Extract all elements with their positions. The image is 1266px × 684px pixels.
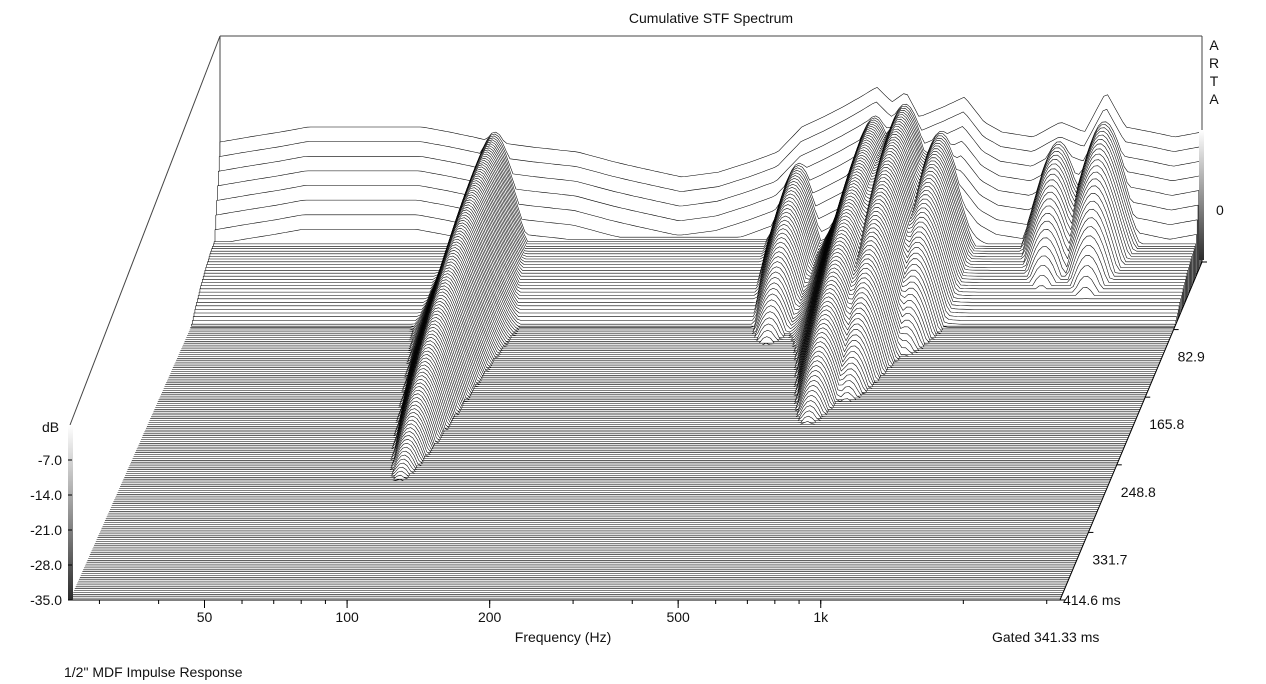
waterfall-slice bbox=[143, 382, 1131, 435]
time-tick-label: 82.9 bbox=[1178, 349, 1205, 365]
waterfall-slice bbox=[152, 343, 1139, 414]
x-axis-label: Frequency (Hz) bbox=[515, 629, 611, 645]
footer-note: 1/2" MDF Impulse Response bbox=[64, 664, 243, 680]
waterfall-slice bbox=[130, 439, 1119, 463]
waterfall-slice bbox=[136, 412, 1124, 450]
y-tick-label: -35.0 bbox=[30, 592, 62, 608]
waterfall-slice bbox=[133, 427, 1121, 457]
waterfall-slice bbox=[135, 419, 1123, 453]
waterfall-slice bbox=[139, 400, 1127, 444]
waterfall-slice bbox=[144, 378, 1131, 433]
waterfall-slice bbox=[123, 474, 1112, 480]
db-gradient-bar bbox=[68, 425, 73, 600]
waterfall-slice bbox=[154, 337, 1141, 410]
waterfall-slice bbox=[125, 466, 1113, 476]
waterfall-slices bbox=[69, 87, 1203, 601]
waterfall-slice bbox=[127, 454, 1115, 470]
y-tick-label: -21.0 bbox=[30, 522, 62, 538]
waterfall-slice bbox=[151, 350, 1138, 418]
waterfall-slice bbox=[147, 364, 1135, 425]
waterfall-slice bbox=[125, 462, 1114, 474]
waterfall-slice bbox=[163, 301, 1150, 389]
waterfall-slice bbox=[146, 368, 1134, 427]
waterfall-slice bbox=[167, 285, 1154, 380]
axes: -7.0 -14.0 -21.0 -28.0 -35.0 50 100 200 500 1k 0 82… bbox=[30, 202, 1224, 625]
waterfall-slice bbox=[162, 304, 1149, 391]
waterfall-slice bbox=[124, 470, 1112, 478]
y-tick-label: -7.0 bbox=[38, 452, 62, 468]
gate-label: Gated 341.33 ms bbox=[992, 629, 1099, 645]
time-tick-label: 248.8 bbox=[1121, 484, 1156, 500]
waterfall-slice bbox=[150, 354, 1137, 419]
waterfall-slice bbox=[160, 313, 1146, 397]
waterfall-slice bbox=[146, 371, 1133, 429]
waterfall-slice bbox=[149, 357, 1136, 421]
arta-letter: A bbox=[1209, 37, 1219, 53]
x-tick-label: 200 bbox=[478, 609, 502, 625]
time-tick-label: 0 bbox=[1216, 202, 1224, 218]
waterfall-slice bbox=[122, 479, 1111, 482]
arta-letter: R bbox=[1209, 55, 1219, 71]
waterfall-slice bbox=[156, 330, 1142, 406]
waterfall-slice bbox=[157, 323, 1144, 402]
waterfall-slice bbox=[138, 404, 1126, 446]
waterfall-slice bbox=[129, 446, 1117, 467]
x-tick-label: 500 bbox=[666, 609, 690, 625]
waterfall-slice bbox=[145, 375, 1132, 431]
waterfall-slice bbox=[140, 397, 1127, 442]
arta-letter: A bbox=[1209, 91, 1219, 107]
waterfall-slice bbox=[128, 450, 1116, 469]
waterfall-slice bbox=[140, 393, 1128, 440]
waterfall-slice bbox=[169, 279, 1155, 376]
x-tick-label: 1k bbox=[813, 609, 829, 625]
waterfall-slice bbox=[165, 294, 1151, 385]
waterfall-slice bbox=[161, 310, 1147, 395]
waterfall-slice bbox=[164, 297, 1150, 387]
y-tick-label: -28.0 bbox=[30, 557, 62, 573]
db-colorbar bbox=[68, 130, 1204, 600]
waterfall-slice bbox=[141, 389, 1129, 438]
waterfall-slice bbox=[130, 442, 1118, 465]
waterfall-slice bbox=[153, 340, 1140, 412]
time-tick-label: 414.6 ms bbox=[1063, 592, 1121, 608]
y-tick-label: -14.0 bbox=[30, 487, 62, 503]
waterfall-slice bbox=[166, 288, 1153, 382]
frame-left-diagonal bbox=[69, 35, 221, 426]
chart-title: Cumulative STF Spectrum bbox=[629, 10, 793, 26]
waterfall-slice bbox=[158, 320, 1145, 401]
waterfall-slice bbox=[156, 327, 1143, 404]
x-tick-label: 50 bbox=[197, 609, 213, 625]
time-tick-label: 331.7 bbox=[1092, 551, 1127, 567]
waterfall-slice bbox=[126, 458, 1115, 472]
back-gradient-bar bbox=[1199, 130, 1204, 260]
waterfall-slice bbox=[168, 282, 1154, 378]
waterfall-slice bbox=[142, 386, 1130, 436]
waterfall-slice bbox=[135, 415, 1123, 452]
waterfall-slice bbox=[159, 317, 1146, 399]
waterfall-slice bbox=[131, 435, 1119, 461]
time-tick-label: 165.8 bbox=[1149, 416, 1184, 432]
waterfall-slice bbox=[151, 347, 1138, 416]
waterfall-slice bbox=[134, 423, 1122, 455]
waterfall-slice bbox=[132, 431, 1120, 459]
waterfall-slice bbox=[148, 361, 1135, 423]
waterfall-slice bbox=[137, 408, 1125, 448]
y-axis-label: dB bbox=[42, 419, 59, 435]
x-tick-label: 100 bbox=[335, 609, 359, 625]
waterfall-slice bbox=[155, 333, 1142, 408]
waterfall-slice bbox=[166, 291, 1152, 384]
arta-letter: T bbox=[1210, 73, 1219, 89]
waterfall-slice bbox=[161, 307, 1148, 393]
